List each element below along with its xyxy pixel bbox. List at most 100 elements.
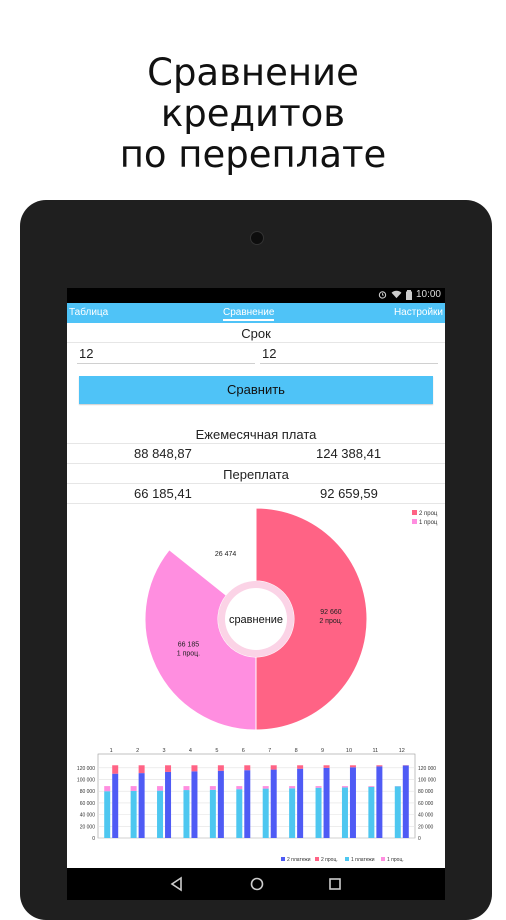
- bar-1-interest: [210, 786, 216, 790]
- bar-x-tick: 7: [268, 748, 271, 754]
- bar-1-principal: [210, 790, 216, 838]
- battery-icon: [406, 290, 412, 300]
- bar-2-principal: [218, 771, 224, 838]
- bar-2-principal: [139, 773, 145, 838]
- overpay-label: Переплата: [67, 467, 445, 482]
- bar-y-tick-right: 20 000: [418, 824, 434, 830]
- navigation-bar: [67, 868, 445, 900]
- bar-1-interest: [342, 786, 348, 787]
- monthly-value-left: 88 848,87: [134, 446, 192, 461]
- bar-y-tick-right: 0: [418, 836, 421, 842]
- alarm-icon: [378, 290, 387, 299]
- bar-1-interest: [157, 786, 163, 791]
- tab-compare[interactable]: Сравнение: [223, 307, 274, 321]
- app-screen: 10:00 Таблица Сравнение Настройки Срок 1…: [67, 288, 445, 900]
- bar-legend-swatch: [381, 857, 385, 861]
- bar-1-principal: [183, 790, 189, 838]
- bar-2-principal: [191, 771, 197, 838]
- camera-icon: [250, 231, 264, 245]
- divider: [67, 503, 445, 504]
- bar-2-interest: [271, 765, 277, 769]
- bar-y-tick-right: 60 000: [418, 801, 434, 807]
- monthly-label: Ежемесячная плата: [67, 427, 445, 442]
- bar-legend-swatch: [281, 857, 285, 861]
- divider: [67, 463, 445, 464]
- tab-bar: Таблица Сравнение Настройки: [67, 303, 445, 323]
- bar-legend-label: 1 платежи: [351, 857, 375, 863]
- promo-headline: Сравнение кредитов по переплате: [0, 52, 506, 175]
- divider: [67, 342, 445, 343]
- bar-y-tick-right: 120 000: [418, 766, 436, 772]
- bar-2-interest: [297, 765, 303, 768]
- tab-table[interactable]: Таблица: [69, 307, 108, 318]
- wifi-icon: [391, 290, 402, 299]
- monthly-value-right: 124 388,41: [316, 446, 381, 461]
- bar-y-tick-right: 80 000: [418, 789, 434, 795]
- bar-x-tick: 4: [189, 748, 192, 754]
- bar-y-tick-left: 20 000: [80, 824, 96, 830]
- pie-sublabel-1: 1 проц.: [177, 651, 200, 658]
- bar-2-interest: [165, 765, 171, 772]
- pie-legend-label: 1 проц: [419, 520, 438, 526]
- bar-1-interest: [316, 786, 322, 788]
- bar-x-tick: 8: [295, 748, 298, 754]
- bar-2-interest: [324, 765, 330, 768]
- bar-1-principal: [368, 787, 374, 838]
- tab-settings[interactable]: Настройки: [394, 307, 443, 318]
- bar-2-interest: [376, 765, 382, 766]
- bar-legend-swatch: [345, 857, 349, 861]
- bar-1-principal: [395, 786, 401, 838]
- bar-1-interest: [236, 786, 242, 789]
- bar-y-tick-right: 100 000: [418, 778, 436, 784]
- bar-legend-label: 2 платежи: [287, 857, 311, 863]
- overpay-value-left: 66 185,41: [134, 486, 192, 501]
- bar-1-interest: [368, 786, 374, 787]
- bar-x-tick: 10: [346, 748, 352, 754]
- bar-2-principal: [112, 774, 118, 838]
- bar-y-tick-left: 120 000: [77, 766, 95, 772]
- bar-x-tick: 6: [242, 748, 245, 754]
- bar-1-interest: [131, 786, 137, 791]
- divider: [67, 483, 445, 484]
- bar-plot-frame: [98, 754, 415, 838]
- bar-2-principal: [324, 768, 330, 838]
- recents-icon[interactable]: [325, 874, 345, 894]
- bar-x-tick: 12: [399, 748, 405, 754]
- bar-1-interest: [289, 786, 295, 788]
- bar-y-tick-left: 60 000: [80, 801, 96, 807]
- bar-2-principal: [350, 767, 356, 838]
- divider: [67, 443, 445, 444]
- bar-2-principal: [297, 769, 303, 838]
- compare-button[interactable]: Сравнить: [79, 376, 433, 404]
- pie-label-1: 66 185: [178, 642, 200, 649]
- overpay-value-right: 92 659,59: [320, 486, 378, 501]
- headline-line-1: Сравнение: [0, 52, 506, 93]
- bar-1-principal: [104, 791, 110, 838]
- bar-x-tick: 1: [110, 748, 113, 754]
- term-input-left[interactable]: 12: [77, 345, 255, 364]
- bar-1-interest: [104, 786, 110, 791]
- bar-legend-label: 1 проц.: [387, 857, 404, 863]
- status-bar: 10:00: [67, 288, 445, 303]
- pie-center-label: сравнение: [229, 614, 283, 626]
- back-icon[interactable]: [167, 874, 187, 894]
- bar-1-principal: [263, 789, 269, 838]
- pie-sublabel-2: 2 проц.: [319, 618, 342, 625]
- bar-2-principal: [244, 770, 250, 838]
- bar-1-principal: [289, 788, 295, 838]
- bar-y-tick-left: 80 000: [80, 789, 96, 795]
- bar-2-interest: [112, 765, 118, 773]
- bar-y-tick-left: 0: [92, 836, 95, 842]
- bar-1-principal: [236, 789, 242, 838]
- bar-1-interest: [263, 786, 269, 789]
- bar-2-interest: [191, 765, 197, 771]
- bar-legend-label: 2 проц.: [321, 857, 338, 863]
- home-icon[interactable]: [247, 874, 267, 894]
- bar-y-tick-left: 40 000: [80, 813, 96, 819]
- term-input-right[interactable]: 12: [260, 345, 438, 364]
- bar-2-principal: [271, 770, 277, 838]
